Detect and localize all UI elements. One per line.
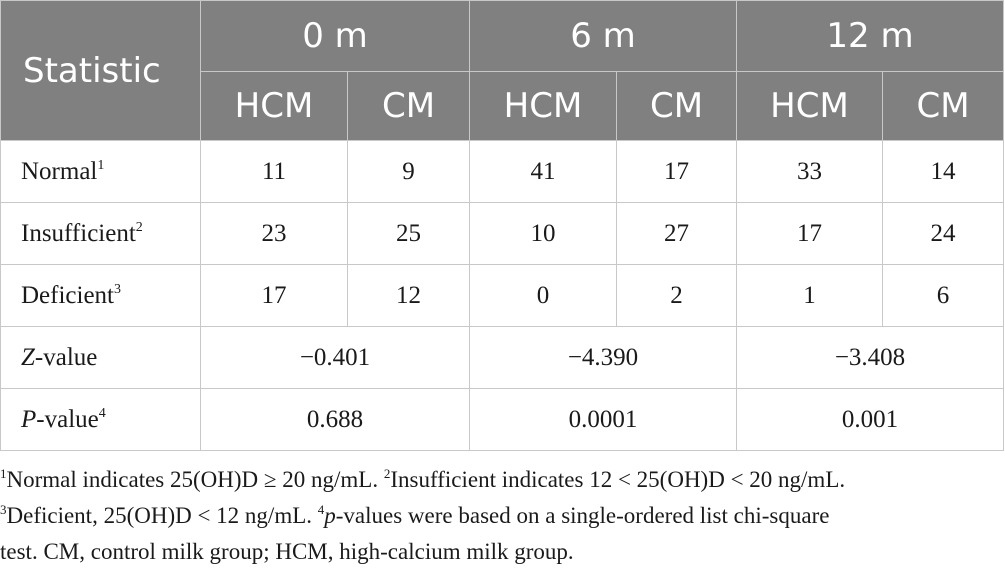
table-cell: 23 <box>200 202 348 265</box>
row-label: Deficient3 <box>0 264 201 327</box>
table-cell: 0.688 <box>200 388 470 451</box>
table-cell: 1 <box>736 264 883 327</box>
results-table: Statistic 0 m 6 m 12 m HCM CM HCM CM HCM… <box>0 0 1005 451</box>
row-label: Z-value <box>0 326 201 389</box>
table-cell: 12 <box>347 264 470 327</box>
table-cell: 0 <box>469 264 617 327</box>
header-group: HCM <box>200 71 348 141</box>
table-cell: 27 <box>616 202 737 265</box>
table-cell: 11 <box>200 140 348 203</box>
table-cell: 17 <box>736 202 883 265</box>
row-label: P-value4 <box>0 388 201 451</box>
table-cell: 2 <box>616 264 737 327</box>
footnote-line: 3Deficient, 25(OH)D < 12 ng/mL. 4p-value… <box>0 502 830 528</box>
table-row-deficient: Deficient3 17 12 0 2 1 6 <box>0 264 1005 327</box>
header-row-periods: Statistic 0 m 6 m 12 m <box>0 0 1005 141</box>
table-row-normal: Normal1 11 9 41 17 33 14 <box>0 140 1005 203</box>
table-cell: −3.408 <box>735 326 1005 389</box>
table-row-p-value: P-value4 0.688 0.0001 0.001 <box>0 388 1005 451</box>
table-row-insufficient: Insufficient2 23 25 10 27 17 24 <box>0 202 1005 265</box>
table-cell: 25 <box>347 202 470 265</box>
row-label: Insufficient2 <box>0 202 201 265</box>
table-cell: 0.001 <box>735 388 1005 451</box>
header-period-6m: 6 m <box>469 0 737 72</box>
header-period-12m: 12 m <box>735 0 1005 72</box>
header-period-0m: 0 m <box>200 0 470 72</box>
header-group: HCM <box>469 71 617 141</box>
footnote-line: 1Normal indicates 25(OH)D ≥ 20 ng/mL. 2I… <box>0 466 846 492</box>
header-row-groups: HCM CM HCM CM HCM CM <box>1 71 1005 141</box>
table-cell: 14 <box>881 140 1005 203</box>
header-statistic: Statistic <box>0 0 201 141</box>
table-cell: 0.0001 <box>469 388 737 451</box>
header-group: CM <box>616 71 737 141</box>
header-group: CM <box>347 71 470 141</box>
table-cell: 17 <box>616 140 737 203</box>
footnote-line: test. CM, control milk group; HCM, high-… <box>0 539 574 564</box>
table-cell: −0.401 <box>200 326 470 389</box>
header-group: HCM <box>736 71 883 141</box>
table-footnotes: 1Normal indicates 25(OH)D ≥ 20 ng/mL. 2I… <box>0 462 1003 570</box>
table-cell: 41 <box>469 140 617 203</box>
table-cell: −4.390 <box>469 326 737 389</box>
table-cell: 33 <box>736 140 883 203</box>
row-label: Normal1 <box>0 140 201 203</box>
table-cell: 9 <box>347 140 470 203</box>
table-row-z-value: Z-value −0.401 −4.390 −3.408 <box>0 326 1005 389</box>
table-cell: 24 <box>881 202 1005 265</box>
table-cell: 6 <box>881 264 1005 327</box>
header-group: CM <box>881 71 1005 141</box>
table-cell: 10 <box>469 202 617 265</box>
table-cell: 17 <box>200 264 348 327</box>
